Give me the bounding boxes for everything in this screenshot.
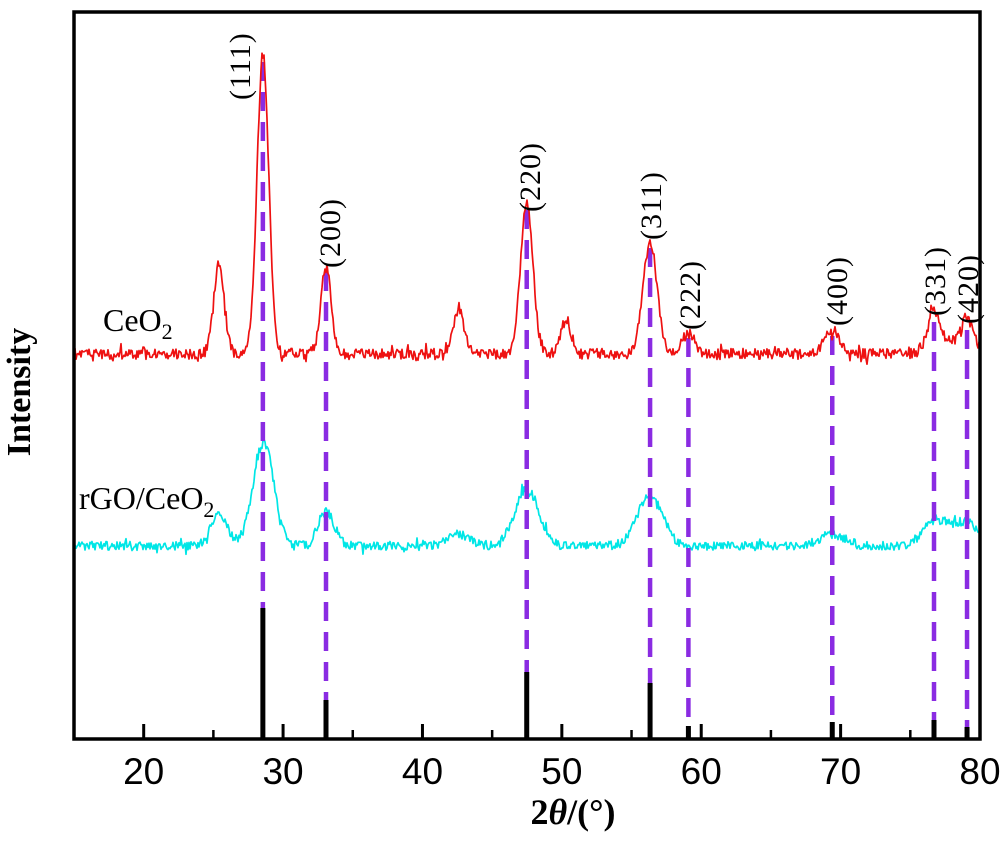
peak-label-222: (222) [674,260,707,330]
x-tick-label-20: 20 [123,751,164,792]
x-tick-label-40: 40 [402,751,443,792]
peak-label-331: (331) [919,246,952,316]
y-axis-title: Intensity [1,328,38,456]
plot-frame [72,10,982,741]
peak-label-200: (200) [314,198,347,268]
x-tick-label-30: 30 [262,751,303,792]
trace-ceo2 [74,52,980,366]
x-axis-title-theta: θ [548,792,567,832]
trace-label-rgo-ceo2: rGO/CeO2 [79,480,214,522]
x-axis-title: 2θ/(°) [530,792,615,832]
x-tick-label-60: 60 [681,751,722,792]
trace-label-ceo2: CeO2 [103,302,173,344]
peak-label-220: (220) [514,142,547,212]
peak-label-111: (111) [224,32,257,100]
plot-layer: (111)(200)(220) (311)(222) (400) (331) (420)… [74,32,1000,792]
x-tick-label-50: 50 [541,751,582,792]
peak-label-311: (311) [635,171,668,240]
x-tick-label-70: 70 [820,751,861,792]
peak-label-400: (400) [821,256,854,326]
x-axis-title-suffix: /(°) [566,792,615,832]
x-tick-label-80: 80 [959,751,1000,792]
x-axis-title-prefix: 2 [530,792,548,832]
